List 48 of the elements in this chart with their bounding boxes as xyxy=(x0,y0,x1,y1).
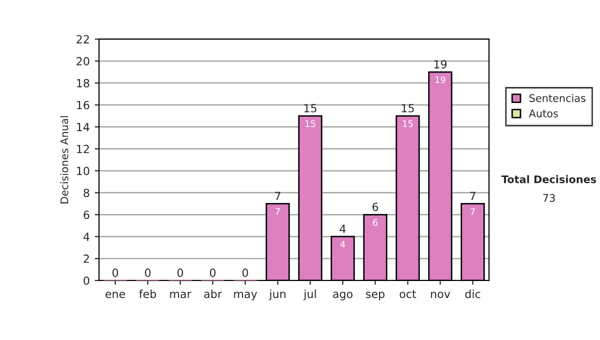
data-label: 7 xyxy=(276,208,280,215)
data-label: 0 xyxy=(242,268,248,277)
annotation: 7 xyxy=(275,192,280,200)
y-tick-label: 6 xyxy=(84,210,90,220)
text: 73 xyxy=(543,194,555,202)
data-label: 7 xyxy=(470,208,475,215)
annotation: 19 xyxy=(434,60,447,68)
y-tick-label: 22 xyxy=(76,35,89,44)
annotation: 4 xyxy=(340,224,346,233)
data-label: 4 xyxy=(340,241,346,248)
annotation: 15 xyxy=(304,104,316,112)
x-tick-label: jul xyxy=(303,290,316,300)
data-label: 6 xyxy=(373,218,378,226)
annotation: 15 xyxy=(402,104,414,112)
x-tick-label: oct xyxy=(400,290,416,298)
x-tick-label: dic xyxy=(465,290,480,298)
data-label: 15 xyxy=(306,120,316,128)
x-tick-label: sep xyxy=(366,292,384,300)
data-label: 0 xyxy=(210,268,216,277)
annotation: 6 xyxy=(372,202,378,212)
legend-label: Sentencias xyxy=(530,94,586,102)
legend-label: Autos xyxy=(528,110,558,118)
y-tick-label: 0 xyxy=(84,276,90,285)
y-tick-label: 10 xyxy=(77,166,90,176)
y-tick-label: 20 xyxy=(76,57,90,66)
x-tick-label: ene xyxy=(106,292,126,298)
x-tick-label: abr xyxy=(204,290,222,298)
data-label: 19 xyxy=(436,76,446,84)
annotation: 7 xyxy=(470,192,476,200)
y-tick-label: 18 xyxy=(77,78,90,88)
x-tick-label: nov xyxy=(431,292,450,298)
data-label: 0 xyxy=(177,268,184,277)
x-tick-label: may xyxy=(234,292,258,300)
y-tick-label: 14 xyxy=(77,123,90,132)
data-label: 0 xyxy=(144,268,151,277)
x-tick-label: mar xyxy=(170,292,192,298)
y-tick-label: 4 xyxy=(83,232,90,241)
y-tick-label: 12 xyxy=(77,144,89,154)
y-tick-label: 2 xyxy=(84,254,89,263)
x-tick-label: ago xyxy=(333,292,352,300)
y-axis-title: Decisiones Anual xyxy=(60,116,68,204)
data-label: 0 xyxy=(112,268,118,277)
y-tick-label: 16 xyxy=(77,100,90,110)
text: Total Decisiones xyxy=(501,175,596,184)
y-tick-label: 8 xyxy=(84,188,90,198)
data-label: 15 xyxy=(403,120,413,128)
x-tick-label: jun xyxy=(268,290,286,300)
x-tick-label: feb xyxy=(139,290,156,298)
